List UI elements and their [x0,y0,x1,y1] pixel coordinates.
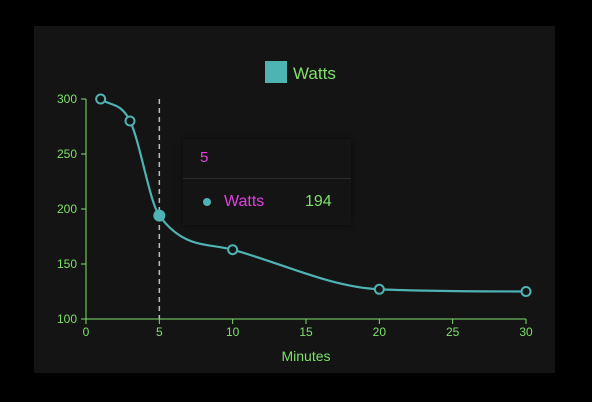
x-tick-label: 20 [373,325,387,339]
y-tick-label: 200 [57,202,77,216]
data-point[interactable] [520,286,532,297]
legend-label-watts[interactable]: Watts [293,64,336,83]
tooltip-series-name: Watts [224,193,265,210]
x-tick-label: 0 [83,325,90,339]
axes: 0 5 10 15 20 25 30 100 150 200 250 300 [57,92,533,339]
tooltip-series-dot [203,198,211,206]
tooltip-series-value: 194 [305,193,332,210]
series-watts[interactable] [95,93,532,297]
legend[interactable]: Watts [265,61,336,83]
legend-swatch-watts[interactable] [265,61,287,83]
x-tick-label: 25 [446,325,460,339]
x-tick-label: 5 [156,325,163,339]
x-axis-title: Minutes [281,348,330,364]
y-tick-label: 100 [57,312,77,326]
x-tick-label: 15 [299,325,313,339]
x-tick-label: 10 [226,325,240,339]
y-tick-label: 300 [57,92,77,106]
data-point[interactable] [95,93,107,105]
data-point-active[interactable] [153,209,166,222]
tooltip-title: 5 [200,149,209,166]
tooltip-divider [183,178,351,179]
data-point[interactable] [124,115,136,127]
x-tick-label: 30 [519,325,533,339]
data-point[interactable] [227,244,239,256]
tooltip: 5 Watts 194 [183,139,351,225]
y-tick-label: 150 [57,257,77,271]
data-point[interactable] [373,283,385,295]
y-tick-label: 250 [57,147,77,161]
